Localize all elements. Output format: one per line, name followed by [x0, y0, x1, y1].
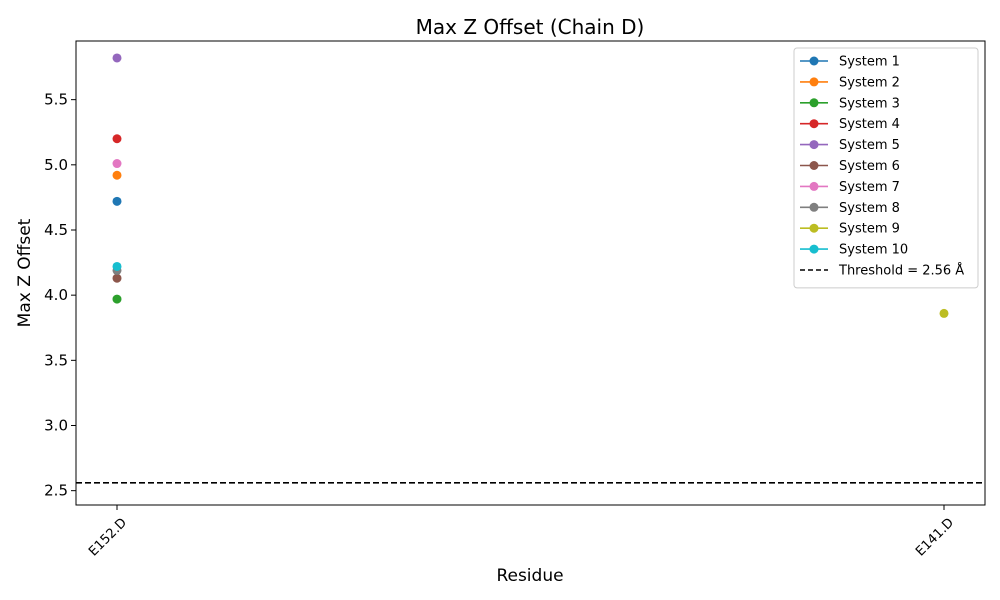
legend-marker — [809, 56, 819, 66]
legend-box — [793, 47, 979, 289]
legend-threshold-entry: Threshold = 2.56 Å — [838, 263, 964, 279]
y-tick-label: 5.0 — [44, 156, 68, 174]
legend-marker — [809, 161, 819, 170]
legend-marker — [809, 244, 819, 254]
legend-marker — [809, 77, 819, 87]
data-point-system-9 — [939, 308, 949, 318]
data-point-system-6 — [112, 273, 122, 283]
legend-marker — [809, 98, 819, 108]
legend-entry: System 5 — [839, 138, 900, 153]
legend-marker — [809, 202, 819, 212]
chart-title: Max Z Offset (Chain D) — [416, 15, 645, 39]
legend-marker — [809, 223, 819, 233]
legend: System 1 System 2 System 3 System 4 System 5… — [793, 47, 979, 289]
data-point-system-10 — [112, 261, 122, 271]
data-point-system-4 — [112, 134, 122, 144]
plot-frame — [75, 40, 986, 506]
data-point-system-7 — [112, 159, 122, 169]
legend-entry: System 10 — [839, 243, 908, 258]
x-tick-label: E152.D — [86, 515, 130, 559]
data-point-system-5 — [112, 53, 122, 63]
legend-marker — [809, 119, 819, 129]
data-point-system-1 — [112, 196, 122, 206]
x-axis-label: Residue — [496, 566, 563, 586]
legend-entry: System 7 — [839, 180, 900, 195]
legend-marker — [809, 181, 819, 191]
y-tick-label: 4.5 — [44, 221, 68, 239]
y-tick-label: 2.5 — [44, 482, 68, 500]
y-tick-label: 3.0 — [44, 416, 68, 434]
y-tick-label: 4.0 — [44, 286, 68, 304]
data-point-system-2 — [112, 170, 122, 180]
y-tick-label: 5.5 — [44, 91, 68, 109]
legend-entry: System 3 — [839, 96, 900, 111]
legend-entry: System 1 — [839, 55, 900, 70]
y-tick-label: 3.5 — [44, 351, 68, 369]
legend-entry: System 4 — [839, 117, 900, 132]
legend-entry: System 6 — [839, 159, 900, 174]
legend-entry: System 8 — [839, 201, 900, 216]
legend-marker — [809, 140, 819, 150]
legend-entry: System 2 — [839, 75, 900, 90]
legend-entry: System 9 — [839, 222, 900, 237]
y-axis-label: Max Z Offset — [15, 218, 35, 327]
x-tick-label: E141.D — [913, 515, 957, 559]
data-point-system-3 — [112, 294, 122, 304]
